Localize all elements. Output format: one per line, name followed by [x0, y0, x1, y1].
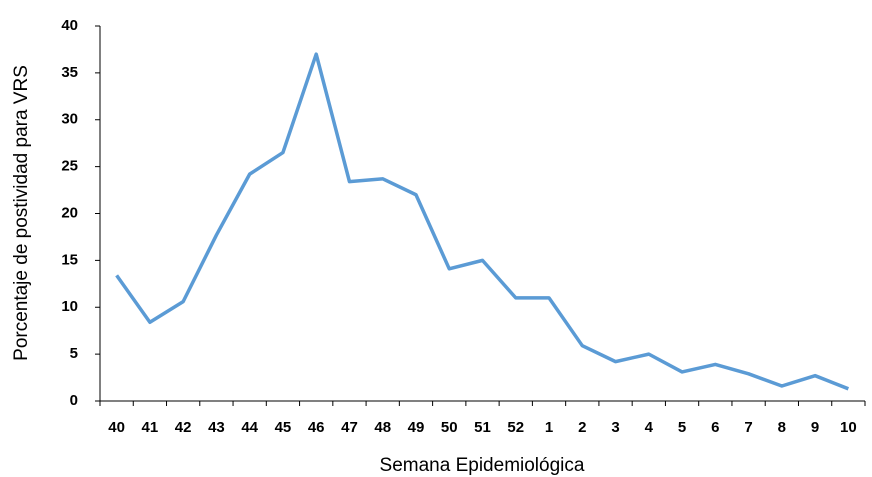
x-tick-label: 45	[275, 419, 292, 436]
y-tick-label: 5	[70, 345, 78, 362]
x-tick-label: 46	[308, 419, 325, 436]
y-tick-label: 30	[61, 111, 78, 128]
x-tick-label: 9	[811, 419, 819, 436]
x-tick-label: 7	[744, 419, 752, 436]
y-axis-title: Porcentaje de postividad para VRS	[11, 65, 32, 361]
x-tick-label: 3	[611, 419, 619, 436]
x-tick-label: 6	[711, 419, 719, 436]
x-tick-label: 47	[341, 419, 358, 436]
y-tick-label: 15	[61, 251, 78, 268]
x-tick-label: 1	[545, 419, 553, 436]
x-tick-label: 10	[840, 419, 857, 436]
x-tick-label: 49	[408, 419, 425, 436]
y-tick-label: 20	[61, 204, 78, 221]
x-tick-label: 43	[208, 419, 225, 436]
x-axis-title: Semana Epidemiológica	[380, 455, 585, 476]
x-tick-label: 44	[241, 419, 258, 436]
y-tick-label: 35	[61, 64, 78, 81]
x-tick-label: 8	[778, 419, 786, 436]
y-tick-label: 10	[61, 298, 78, 315]
data-line	[115, 52, 850, 391]
x-tick-label: 51	[474, 419, 491, 436]
y-tick-label: 0	[70, 392, 78, 409]
y-tick-label: 25	[61, 158, 78, 175]
x-tick-label: 2	[578, 419, 586, 436]
x-tick-label: 4	[645, 419, 654, 436]
x-tick-label: 52	[507, 419, 524, 436]
x-tick-label: 50	[441, 419, 458, 436]
y-tick-label: 40	[61, 17, 78, 34]
x-tick-label: 42	[175, 419, 192, 436]
x-tick-label: 5	[678, 419, 686, 436]
x-tick-label: 48	[374, 419, 391, 436]
x-tick-label: 41	[142, 419, 159, 436]
x-tick-label: 40	[108, 419, 125, 436]
